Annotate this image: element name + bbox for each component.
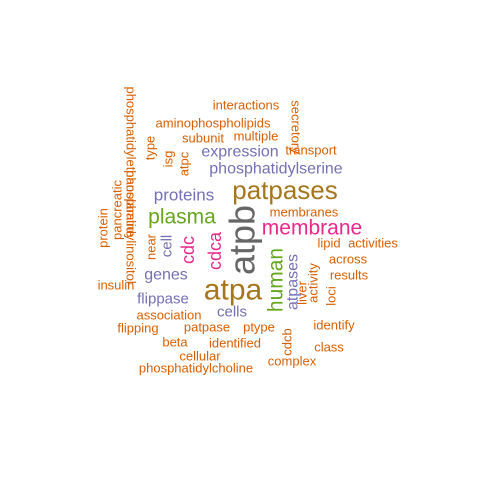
word-proteins: proteins (154, 186, 214, 205)
word-beta: beta (162, 335, 188, 350)
word-flipping: flipping (117, 321, 158, 336)
word-isg: isg (161, 151, 176, 168)
word-cdc: cdc (178, 236, 198, 264)
word-patpases: patpases (232, 175, 338, 205)
word-ptype: ptype (243, 320, 275, 335)
word-type: type (143, 136, 158, 161)
word-cellular: cellular (179, 349, 221, 364)
word-phosphatidylinositol: phosphatidylinositol (124, 170, 139, 284)
word-identify: identify (313, 318, 355, 333)
word-membranes: membranes (270, 205, 339, 220)
word-secretory: secretory (289, 100, 304, 154)
word-protein: protein (96, 208, 111, 248)
word-results: results (330, 268, 369, 283)
word-cells: cells (217, 304, 247, 321)
word-atpases: atpases (285, 254, 302, 310)
word-flippase: flippase (137, 291, 189, 308)
word-complex: complex (268, 354, 317, 369)
word-activity: activity (306, 263, 321, 303)
word-identified: identified (209, 336, 261, 351)
word-insulin: insulin (98, 278, 135, 293)
word-loci: loci (324, 286, 339, 306)
word-phosphatidylethanolamine: phosphatidylethanolamine (124, 86, 139, 237)
word-plasma: plasma (148, 206, 216, 229)
word-expression: expression (201, 144, 278, 161)
word-cdcb: cdcb (280, 328, 295, 355)
word-human: human (265, 248, 288, 312)
word-lipid: lipid (317, 236, 340, 251)
word-interactions: interactions (213, 98, 280, 113)
word-activities: activities (348, 236, 398, 251)
word-cell: cell (159, 235, 176, 258)
word-multiple: multiple (234, 129, 279, 144)
word-membrane: membrane (262, 217, 362, 240)
word-subunit: subunit (182, 131, 224, 146)
word-atpb: atpb (222, 205, 263, 275)
word-phosphatidylcholine: phosphatidylcholine (139, 361, 253, 376)
word-atpa: atpa (204, 274, 263, 307)
word-phosphatidylserine: phosphatidylserine (209, 161, 343, 178)
word-near: near (144, 233, 159, 260)
word-patpase: patpase (184, 320, 230, 335)
word-cdca: cdca (205, 231, 225, 270)
word-association: association (136, 308, 201, 323)
word-atpc: atpc (177, 151, 192, 176)
word-across: across (329, 252, 368, 267)
word-genes: genes (144, 267, 188, 284)
word-transport: transport (285, 143, 337, 158)
word-pancreatic: pancreatic (110, 180, 125, 240)
word-aminophospholipids: aminophospholipids (156, 116, 271, 131)
word-class: class (314, 340, 344, 355)
word-liver: liver (295, 280, 310, 305)
